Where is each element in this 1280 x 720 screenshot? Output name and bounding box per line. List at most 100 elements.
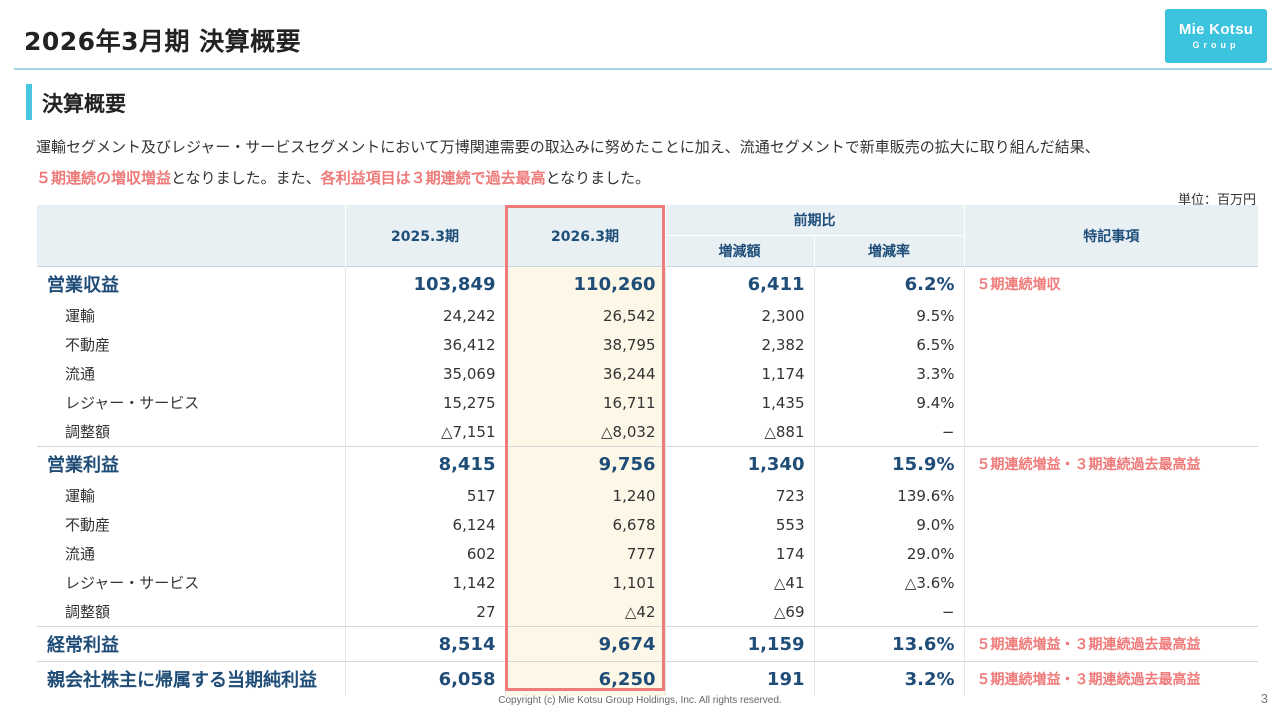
cell-current-year: 1,101	[504, 568, 665, 597]
cell-rate: 9.0%	[813, 510, 964, 539]
cell-diff: 723	[664, 481, 814, 510]
cell-current-year: △42	[504, 597, 665, 627]
cell-prev-year: △7,151	[344, 417, 505, 447]
cell-note	[963, 568, 1258, 597]
row-label: 流通	[65, 545, 96, 563]
table-row: 流通 35,069 36,244 1,174 3.3%	[37, 359, 1258, 388]
cell-note: ５期連続増収	[963, 266, 1258, 301]
cell-note	[963, 481, 1258, 510]
row-label: 運輸	[65, 487, 96, 505]
cell-prev-year: 103,849	[344, 266, 505, 301]
header-notes: 特記事項	[963, 205, 1258, 267]
cell-current-year: 6,678	[504, 510, 665, 539]
cell-note	[963, 301, 1258, 330]
table-row-major: 親会社株主に帰属する当期純利益 6,058 6,250 191 3.2% ５期連続増益・３…	[37, 661, 1258, 696]
cell-prev-year: 8,415	[344, 446, 505, 481]
cell-note: ５期連続増益・３期連続過去最高益	[963, 446, 1258, 481]
cell-current-year: 38,795	[504, 330, 665, 359]
cell-diff: 1,340	[664, 446, 814, 481]
cell-diff: 1,435	[664, 388, 814, 417]
cell-diff: 6,411	[664, 266, 814, 301]
summary-text-2: となりました。	[545, 169, 651, 187]
header-prev-year: 2025.3期	[344, 205, 505, 267]
cell-note: ５期連続増益・３期連続過去最高益	[963, 661, 1258, 696]
cell-diff: 1,174	[664, 359, 814, 388]
page-title: 2026年3月期 決算概要	[24, 27, 302, 56]
cell-diff: 2,382	[664, 330, 814, 359]
header-diff: 増減額	[664, 235, 814, 267]
unit-label: 単位：百万円	[1177, 193, 1256, 208]
cell-current-year: 6,250	[504, 661, 665, 696]
cell-rate: −	[813, 417, 964, 447]
cell-current-year: △8,032	[504, 417, 665, 447]
summary-text-1: となりました。また、	[171, 169, 321, 187]
cell-note	[963, 330, 1258, 359]
section-title: 決算概要	[42, 92, 126, 116]
cell-note	[963, 597, 1258, 627]
company-logo: Mie Kotsu Group	[1165, 9, 1267, 63]
row-label: 運輸	[65, 307, 96, 325]
table-row: レジャー・サービス 15,275 16,711 1,435 9.4%	[37, 388, 1258, 417]
row-label: 営業利益	[37, 446, 345, 481]
cell-note	[963, 510, 1258, 539]
cell-current-year: 36,244	[504, 359, 665, 388]
cell-diff: △69	[664, 597, 814, 627]
cell-diff: 2,300	[664, 301, 814, 330]
cell-rate: 13.6%	[813, 626, 964, 662]
cell-diff: 174	[664, 539, 814, 568]
cell-prev-year: 6,058	[344, 661, 505, 696]
cell-current-year: 9,756	[504, 446, 665, 481]
cell-rate: 9.5%	[813, 301, 964, 330]
cell-prev-year: 36,412	[344, 330, 505, 359]
table-row: 不動産 36,412 38,795 2,382 6.5%	[37, 330, 1258, 359]
row-label: レジャー・サービス	[65, 394, 200, 412]
cell-current-year: 26,542	[504, 301, 665, 330]
copyright: Copyright (c) Mie Kotsu Group Holdings, …	[498, 695, 782, 706]
header-label-blank	[37, 205, 345, 267]
logo-text: Mie Kotsu	[1178, 21, 1254, 38]
section-accent-bar	[26, 84, 32, 120]
cell-prev-year: 6,124	[344, 510, 505, 539]
cell-diff: △41	[664, 568, 814, 597]
cell-current-year: 1,240	[504, 481, 665, 510]
cell-prev-year: 602	[344, 539, 505, 568]
row-label: 不動産	[65, 516, 111, 534]
cell-current-year: 110,260	[504, 266, 665, 301]
row-label: 営業収益	[37, 266, 345, 301]
cell-prev-year: 517	[344, 481, 505, 510]
summary-highlight-1: ５期連続の増収増益	[36, 169, 172, 187]
table-row: 運輸 517 1,240 723 139.6%	[37, 481, 1258, 510]
cell-prev-year: 15,275	[344, 388, 505, 417]
row-label: 流通	[65, 365, 96, 383]
row-label: 親会社株主に帰属する当期純利益	[37, 661, 345, 696]
cell-current-year: 777	[504, 539, 665, 568]
cell-prev-year: 27	[344, 597, 505, 627]
row-label: 経常利益	[37, 626, 345, 662]
page-number: 3	[1260, 691, 1268, 706]
table-row-major: 営業収益 103,849 110,260 6,411 6.2% ５期連続増収	[37, 266, 1258, 301]
cell-note	[963, 388, 1258, 417]
table-row: 調整額 27 △42 △69−	[37, 597, 1258, 627]
cell-rate: 29.0%	[813, 539, 964, 568]
header-rate: 増減率	[813, 235, 964, 267]
cell-rate: 3.2%	[813, 661, 964, 696]
table-row: 不動産 6,124 6,678 553 9.0%	[37, 510, 1258, 539]
cell-note: ５期連続増益・３期連続過去最高益	[963, 626, 1258, 662]
table-row: 運輸 24,242 26,542 2,300 9.5%	[37, 301, 1258, 330]
cell-rate: 139.6%	[813, 481, 964, 510]
summary-line-2: ５期連続の増収増益となりました。また、各利益項目は３期連続で過去最高となりました…	[36, 167, 650, 188]
header-divider	[14, 68, 1272, 70]
row-label: 不動産	[65, 336, 111, 354]
row-label: レジャー・サービス	[65, 574, 200, 592]
row-label: 調整額	[65, 603, 111, 621]
cell-current-year: 16,711	[504, 388, 665, 417]
cell-diff: 553	[664, 510, 814, 539]
summary-line-1: 運輸セグメント及びレジャー・サービスセグメントにおいて万博関連需要の取込みに努め…	[36, 138, 1100, 156]
cell-diff: 191	[664, 661, 814, 696]
cell-prev-year: 8,514	[344, 626, 505, 662]
table-row: 流通 602 777 174 29.0%	[37, 539, 1258, 568]
cell-diff: 1,159	[664, 626, 814, 662]
cell-prev-year: 1,142	[344, 568, 505, 597]
table-row: 調整額 △7,151 △8,032 △881−	[37, 417, 1258, 447]
cell-current-year: 9,674	[504, 626, 665, 662]
